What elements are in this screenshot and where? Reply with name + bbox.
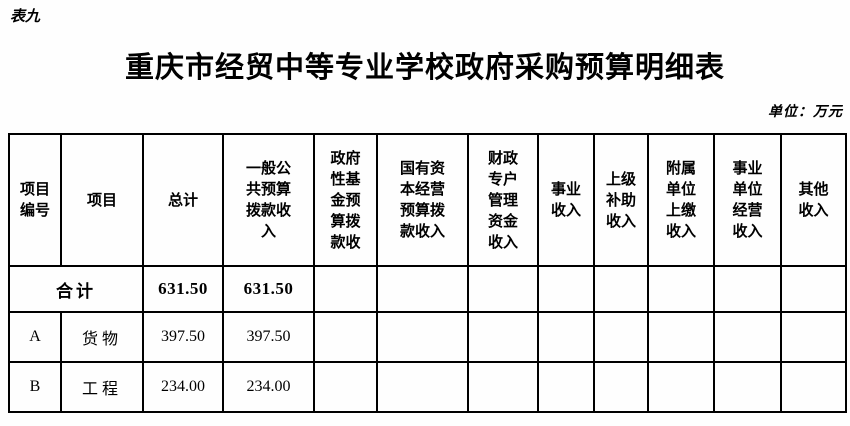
col-header-state-capital-budget: 国有资 本经营 预算拨 款收入 — [376, 133, 469, 267]
empty-cell — [537, 311, 595, 363]
empty-cell — [537, 361, 595, 413]
empty-cell — [647, 265, 715, 313]
empty-cell — [313, 361, 378, 413]
empty-cell — [780, 265, 847, 313]
empty-cell — [593, 361, 649, 413]
col-header-general-public-budget: 一般公 共预算 拨款收 入 — [222, 133, 315, 267]
grand-total-general-public-budget: 631.50 — [222, 265, 315, 313]
col-header-govt-fund-budget: 政府 性基 金预 算拨 款收 — [313, 133, 378, 267]
grand-total-label: 合计 — [8, 265, 144, 313]
header-row: 项目 编号 项目 总计 一般公 共预算 拨款收 入 政府 性基 金预 算拨 款收… — [8, 133, 847, 267]
empty-cell — [313, 311, 378, 363]
row-code: B — [8, 361, 62, 413]
row-code: A — [8, 311, 62, 363]
grand-total-value: 631.50 — [142, 265, 224, 313]
empty-cell — [593, 265, 649, 313]
procurement-budget-table: 项目 编号 项目 总计 一般公 共预算 拨款收 入 政府 性基 金预 算拨 款收… — [8, 133, 847, 413]
empty-cell — [713, 265, 782, 313]
table-row-engineering: B 工程 234.00 234.00 — [8, 361, 847, 413]
col-header-item-code: 项目 编号 — [8, 133, 62, 267]
col-header-item: 项目 — [60, 133, 144, 267]
empty-cell — [647, 311, 715, 363]
table-row-goods: A 货物 397.50 397.50 — [8, 311, 847, 363]
unit-note: 单位：万元 — [768, 105, 843, 120]
empty-cell — [593, 311, 649, 363]
col-header-fiscal-account-funds: 财政 专户 管理 资金 收入 — [467, 133, 539, 267]
grand-total-row: 合计 631.50 631.50 — [8, 265, 847, 313]
row-total-value: 397.50 — [142, 311, 224, 363]
row-item-name: 工程 — [60, 361, 144, 413]
empty-cell — [780, 311, 847, 363]
col-header-other-income: 其他 收入 — [780, 133, 847, 267]
empty-cell — [467, 265, 539, 313]
empty-cell — [537, 265, 595, 313]
empty-cell — [713, 311, 782, 363]
col-header-operating-income: 事业 收入 — [537, 133, 595, 267]
empty-cell — [376, 265, 469, 313]
row-general-public-budget: 234.00 — [222, 361, 315, 413]
empty-cell — [467, 311, 539, 363]
col-header-superior-subsidy: 上级 补助 收入 — [593, 133, 649, 267]
document-title: 重庆市经贸中等专业学校政府采购预算明细表 — [124, 52, 725, 84]
empty-cell — [376, 311, 469, 363]
row-total-value: 234.00 — [142, 361, 224, 413]
table-header: 项目 编号 项目 总计 一般公 共预算 拨款收 入 政府 性基 金预 算拨 款收… — [8, 133, 847, 267]
table-number-tag: 表九 — [10, 9, 41, 25]
col-header-affiliate-remittance: 附属 单位 上缴 收入 — [647, 133, 715, 267]
col-header-total: 总计 — [142, 133, 224, 267]
row-item-name: 货物 — [60, 311, 144, 363]
empty-cell — [467, 361, 539, 413]
row-general-public-budget: 397.50 — [222, 311, 315, 363]
empty-cell — [376, 361, 469, 413]
empty-cell — [313, 265, 378, 313]
empty-cell — [780, 361, 847, 413]
empty-cell — [647, 361, 715, 413]
empty-cell — [713, 361, 782, 413]
col-header-institution-business-income: 事业 单位 经营 收入 — [713, 133, 782, 267]
table-body: 合计 631.50 631.50 A 货物 397.50 397.50 — [8, 265, 847, 413]
